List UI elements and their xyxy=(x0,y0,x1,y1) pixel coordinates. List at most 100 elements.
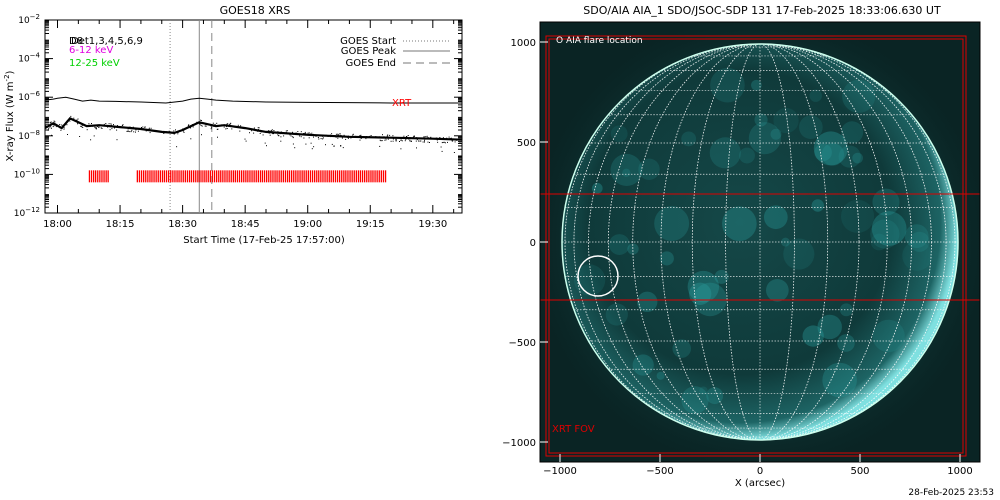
goes-data-point xyxy=(101,128,103,129)
goes-data-point xyxy=(144,126,146,128)
xrt-observation-tick xyxy=(140,170,143,183)
goes-data-point xyxy=(66,120,68,122)
goes-data-point xyxy=(92,124,94,126)
xrt-observation-tick xyxy=(370,170,372,183)
xrt-observation-tick xyxy=(178,170,180,183)
xrt-observation-tick xyxy=(336,170,339,183)
goes-data-point xyxy=(266,145,267,147)
goes-data-point xyxy=(267,130,269,132)
xrt-observation-tick xyxy=(186,170,189,183)
active-region-blob xyxy=(722,206,757,242)
active-region-blob xyxy=(783,238,815,270)
goes-data-point xyxy=(176,146,178,148)
goes-data-point xyxy=(300,136,302,138)
goes-data-point xyxy=(116,139,118,141)
goes-data-point xyxy=(205,124,207,126)
xrt-observation-tick xyxy=(276,170,278,183)
aia-y-tick-label: 1000 xyxy=(511,38,536,49)
goes-data-point xyxy=(331,133,333,135)
goes-data-point xyxy=(412,136,414,138)
goes-data-point xyxy=(149,132,151,134)
goes-data-point xyxy=(128,127,130,129)
goes-data-point xyxy=(229,125,231,127)
goes-data-point xyxy=(448,136,450,138)
goes-data-point xyxy=(244,138,246,140)
goes-data-point xyxy=(270,130,272,132)
goes-data-point xyxy=(114,127,115,129)
goes-data-point xyxy=(49,127,51,129)
goes-data-point xyxy=(260,130,261,131)
goes-data-point xyxy=(400,140,402,141)
goes-data-point xyxy=(460,139,462,141)
xrt-observation-tick xyxy=(326,170,328,183)
goes-data-point xyxy=(379,139,381,141)
goes-data-point xyxy=(387,134,389,136)
goes-data-point xyxy=(251,128,253,130)
goes-data-point xyxy=(429,142,430,143)
goes-data-point xyxy=(98,126,100,128)
goes-data-point xyxy=(210,125,212,127)
xrt-observation-tick xyxy=(101,170,103,183)
xrt-observation-tick xyxy=(184,170,186,183)
xrt-observation-tick xyxy=(161,170,164,183)
xrt-observation-tick xyxy=(378,170,380,183)
goes-data-point xyxy=(318,138,320,140)
xrt-observation-tick xyxy=(168,170,170,183)
goes-data-point xyxy=(100,127,102,129)
xrt-observation-tick xyxy=(90,170,93,183)
goes-data-point xyxy=(402,136,404,138)
goes-left-legend: D8 Det1,3,4,5,6,9 6-12 keV 12-25 keV xyxy=(69,36,143,69)
aia-flare-legend: O AIA flare location xyxy=(556,36,643,46)
xrt-fov-box xyxy=(545,35,967,457)
active-region-blob xyxy=(659,251,674,266)
active-region-blob xyxy=(608,234,630,255)
goes-data-point xyxy=(227,123,229,125)
goes-data-point xyxy=(389,134,391,136)
goes-data-point xyxy=(259,130,261,132)
goes-data-point xyxy=(271,129,273,131)
goes-data-point xyxy=(375,136,377,138)
xrt-observation-tick xyxy=(151,170,153,183)
goes-data-point xyxy=(441,142,443,144)
goes-data-point xyxy=(229,124,231,125)
xrt-observation-tick xyxy=(309,170,312,183)
goes-data-point xyxy=(258,129,259,131)
active-region-blob xyxy=(632,354,654,376)
goes-data-point xyxy=(366,136,368,137)
goes-data-point xyxy=(251,130,253,132)
goes-right-legend: GOES Start GOES Peak GOES End xyxy=(340,36,450,69)
goes-data-point xyxy=(303,137,305,139)
goes-data-point xyxy=(350,137,352,139)
xrt-observation-tick xyxy=(138,170,141,183)
xrt-observation-tick xyxy=(324,170,326,183)
active-region-blob xyxy=(622,168,631,178)
goes-series-line-1 xyxy=(44,117,463,141)
goes-data-point xyxy=(200,119,202,121)
xrt-observation-tick xyxy=(366,170,368,183)
xrt-observation-tick xyxy=(268,170,270,183)
goes-data-point xyxy=(424,138,426,140)
goes-data-point xyxy=(312,133,314,135)
goes-data-point xyxy=(163,133,165,134)
goes-data-point xyxy=(289,134,291,136)
goes-data-point xyxy=(129,131,131,133)
goes-data-point xyxy=(225,128,227,130)
goes-data-point xyxy=(260,131,262,133)
goes-data-point xyxy=(292,132,294,134)
goes-data-point xyxy=(360,134,362,136)
goes-data-point xyxy=(345,138,347,140)
xrt-observation-tick xyxy=(255,170,257,183)
goes-data-point xyxy=(182,128,184,130)
aia-flare-location-circle xyxy=(577,255,619,297)
goes-data-point xyxy=(94,126,96,128)
goes-data-point xyxy=(401,140,403,142)
goes-data-point xyxy=(307,134,309,136)
xrt-observation-tick xyxy=(257,170,259,183)
goes-data-point xyxy=(201,125,203,127)
xrt-observation-tick xyxy=(320,170,322,183)
active-region-blob xyxy=(802,325,824,347)
goes-data-point xyxy=(179,130,180,131)
goes-data-point xyxy=(252,129,254,130)
goes-data-point xyxy=(54,121,56,123)
goes-data-point xyxy=(90,139,92,141)
